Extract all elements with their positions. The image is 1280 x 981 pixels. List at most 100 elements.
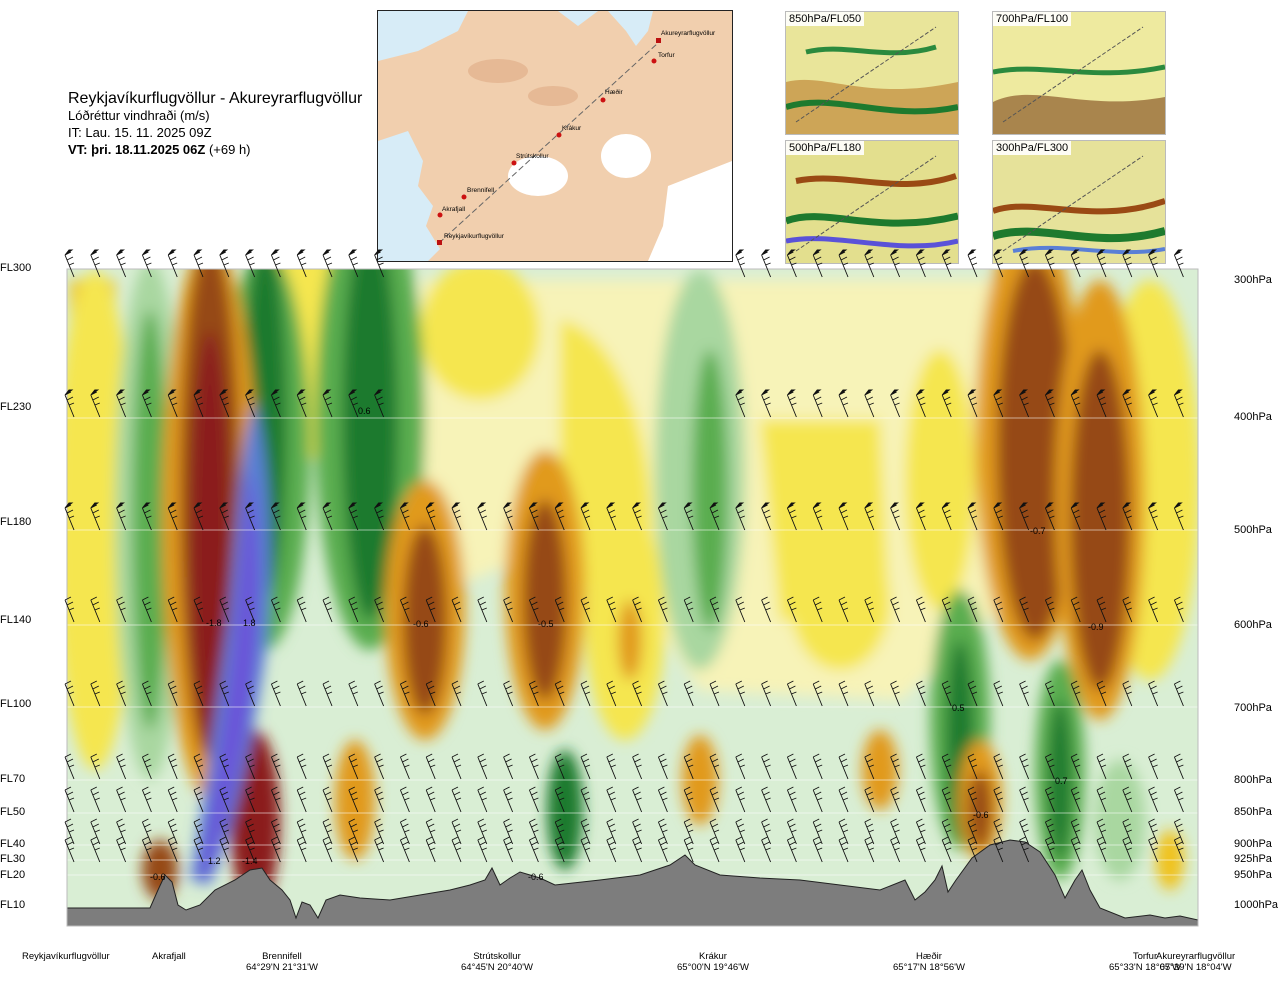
wind-barb [941,389,952,418]
wind-barb [64,596,75,623]
wind-barb [915,836,926,863]
wind-barb [193,786,204,813]
value-label: -0.6 [150,872,166,882]
wind-barb [606,502,617,531]
wind-barb [657,836,668,863]
wind-barb [1096,786,1107,813]
wind-barb [1044,389,1055,418]
wind-barb [1070,389,1081,418]
wind-barb [1096,818,1107,845]
wind-barb [812,680,823,707]
value-label: -0.7 [1030,526,1046,536]
wind-barb [296,502,307,531]
wind-barb [735,502,746,531]
wind-barb [1148,680,1159,707]
wind-barb [657,680,668,707]
wind-barb [657,818,668,845]
wind-barb [1019,249,1030,278]
wind-barb [1173,502,1184,531]
wind-barb [1044,596,1055,623]
wind-barb [1148,818,1159,845]
wind-barb [915,753,926,780]
wind-barb [322,753,333,780]
wind-barb [245,818,256,845]
wind-barb [786,753,797,780]
value-label: -1.4 [242,856,258,866]
wind-barb [90,389,101,418]
wind-barb [503,836,514,863]
wind-barb [348,249,359,278]
wind-barb [116,786,127,813]
wind-barb [709,502,720,531]
wind-barb [993,836,1004,863]
wind-barb [167,249,178,278]
wind-barb [528,753,539,780]
wind-barb [864,836,875,863]
wind-barb [967,786,978,813]
wind-barb [812,596,823,623]
wind-barb [683,596,694,623]
wind-barb [1148,596,1159,623]
wind-barb [761,502,772,531]
valid-time: þri. 18.11.2025 06Z [91,142,206,157]
wind-barb [219,502,230,531]
wind-barb [348,836,359,863]
wind-barb [735,680,746,707]
mini-map-700: 700hPa/FL100 [992,11,1166,135]
wind-barb [838,596,849,623]
wind-barb [890,680,901,707]
wind-barb [399,596,410,623]
station-label: Brennifell 64°29'N 21°31'W [246,951,318,973]
wind-barb [890,836,901,863]
wind-barb [90,753,101,780]
wind-barb [1044,680,1055,707]
wind-barb [606,818,617,845]
wind-barb [322,818,333,845]
wind-barb [1019,753,1030,780]
wind-barb [1096,249,1107,278]
wind-barb [219,680,230,707]
value-label: 1.2 [208,856,221,866]
fl-label: FL300 [0,262,32,274]
wind-barb [1070,680,1081,707]
wind-barb [709,836,720,863]
pressure-label: 300hPa [1234,274,1272,286]
wind-barb [296,596,307,623]
pressure-label: 700hPa [1234,702,1272,714]
wind-barb [761,753,772,780]
wind-barb [64,389,75,418]
wind-barb [941,502,952,531]
wind-barb [554,502,565,531]
wind-barb [399,818,410,845]
wind-barb [1019,680,1030,707]
wind-barb [451,753,462,780]
wind-barb [1122,786,1133,813]
wind-barb [348,818,359,845]
wind-barb [864,786,875,813]
station-coord: 65°33'N 18°07'W [1109,962,1181,973]
terrain-profile [67,839,1198,926]
map-label-krakur: Krákur [562,125,582,132]
wind-barb [709,818,720,845]
wind-barb [1096,596,1107,623]
wind-barb [786,596,797,623]
wind-barb [296,786,307,813]
map-label-strutskollur: Strútskollur [516,153,549,160]
wind-barb [1173,249,1184,278]
wind-barb [580,596,591,623]
mini-map-850-label: 850hPa/FL050 [786,12,865,26]
wind-barb [322,389,333,418]
wind-barb [64,786,75,813]
wind-barb [786,786,797,813]
station-coord: 65°39'N 18°04'W [1159,962,1232,973]
wind-barb [64,836,75,863]
wind-barb [1019,502,1030,531]
wind-barb [141,836,152,863]
wind-barb [167,389,178,418]
wind-barb [451,786,462,813]
wind-barb [296,836,307,863]
wind-barb [1070,249,1081,278]
wind-barb [374,786,385,813]
wind-barb [116,680,127,707]
wind-barb [1148,786,1159,813]
